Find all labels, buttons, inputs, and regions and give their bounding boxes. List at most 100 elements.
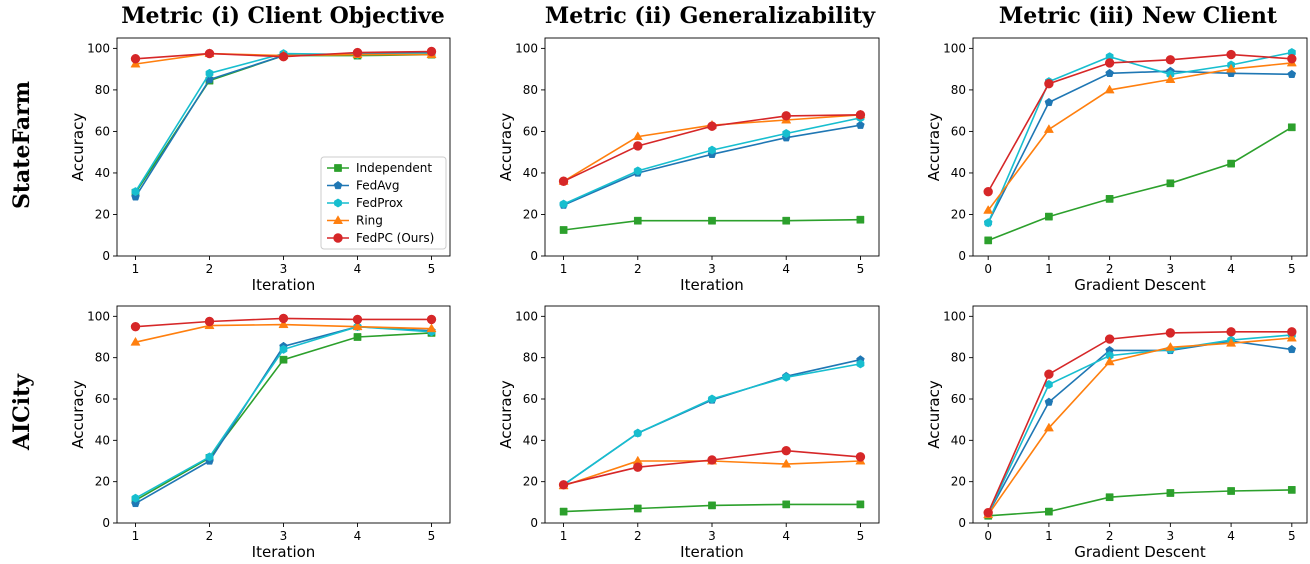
data-point-fedpc-ours [426,46,437,57]
data-point-independent [856,500,865,509]
y-tick-label: 40 [95,166,110,180]
series-line-independent [987,126,1293,242]
data-point-fedpc-ours [1104,334,1115,344]
x-tick-label: 1 [560,529,568,543]
data-point-independent [353,333,362,341]
y-tick-label: 0 [102,516,110,530]
x-tick-label: 5 [857,529,865,543]
data-point-fedavg [856,120,865,129]
legend-marker [333,233,343,243]
data-point-independent [279,355,288,364]
data-point-independent [559,226,568,234]
data-point-fedavg [1105,68,1114,77]
series-line-independent [988,489,1292,517]
data-point-independent [1045,212,1053,221]
legend-marker [333,180,343,190]
data-point-ring [1226,63,1237,73]
data-point-fedpc-ours [130,54,141,64]
data-point-fedpc-ours [633,141,643,151]
chart-panel-2: 0 20 40 60 80 100 1 2 3 4 5 Iteration Accuracy [497,37,880,294]
data-point-independent [1227,159,1235,168]
data-point-independent [708,501,716,510]
x-tick-label: 0 [984,529,992,543]
x-axis-label: Iteration [680,543,744,561]
data-point-fedpc-ours [707,121,717,131]
x-tick-label: 2 [1106,262,1114,276]
data-point-fedprox [984,218,993,228]
data-point-independent [1166,489,1175,497]
y-tick-label: 60 [951,392,966,406]
legend-marker [334,164,342,172]
legend-marker [334,198,342,208]
legend-label: Independent [356,161,432,175]
chart-panel-5: 0 20 40 60 80 100 1 2 3 4 5 Iteration Accuracy [497,305,880,561]
y-tick-label: 20 [523,207,538,221]
data-point-fedpc-ours [855,452,866,462]
data-point-fedpc-ours [352,314,363,325]
data-point-fedprox [205,68,214,78]
series-line-fedavg [563,358,861,486]
legend-label: FedProx [356,196,403,210]
data-point-fedpc-ours [633,462,643,472]
data-point-fedpc-ours [1044,78,1054,89]
x-tick-label: 0 [984,262,992,276]
data-point-fedprox [131,493,140,503]
data-point-fedpc-ours [1165,328,1176,338]
data-point-independent [782,500,791,509]
data-point-fedpc-ours [1226,49,1236,60]
x-tick-label: 2 [634,529,642,543]
data-point-independent [1105,493,1114,502]
x-tick-label: 5 [1288,262,1296,276]
data-point-ring [352,321,363,331]
series-line-fedpc-ours [987,53,1292,192]
data-point-independent [1045,507,1053,516]
data-point-independent [1287,486,1296,494]
y-tick-label: 40 [523,433,538,447]
y-axis-label: Accuracy [497,113,515,182]
data-point-fedpc-ours [1226,327,1236,337]
chart-panel-1: 0 20 40 60 80 100 1 2 3 4 5 Iteration Accuracy Indepe… [69,37,451,294]
y-tick-label: 60 [523,124,538,138]
data-point-fedpc-ours [1287,54,1297,64]
y-tick-label: 80 [951,351,966,365]
y-tick-label: 20 [523,475,538,489]
data-point-fedpc-ours [558,176,569,186]
y-tick-label: 80 [523,351,538,365]
x-tick-label: 3 [1167,262,1175,276]
data-point-ring [1104,356,1115,366]
data-point-fedprox [708,145,716,155]
y-tick-label: 40 [95,433,110,447]
data-point-fedprox [708,394,716,404]
data-point-independent [1105,195,1114,203]
y-tick-label: 80 [95,351,110,365]
row-title-statefarm: StateFarm [9,81,35,209]
y-tick-label: 20 [95,207,110,221]
row-title-aicity: AICity [9,373,35,451]
data-point-independent [1227,487,1235,495]
y-tick-label: 100 [515,309,538,323]
x-tick-label: 4 [1227,262,1235,276]
legend-label: FedAvg [356,179,399,193]
y-tick-label: 20 [951,475,966,489]
data-point-fedpc-ours [1044,369,1054,379]
data-point-fedpc-ours [707,455,717,465]
x-tick-label: 1 [132,529,140,543]
x-tick-label: 2 [206,262,214,276]
plot-frame [972,305,1308,524]
series-line-fedprox [987,334,1292,515]
data-point-ring [632,131,643,141]
data-point-ring [781,458,792,468]
data-point-ring [983,204,994,214]
y-axis-label: Accuracy [925,380,943,449]
series-line-fedprox [987,51,1292,224]
data-point-ring [130,336,141,346]
y-tick-label: 100 [943,41,966,55]
y-tick-label: 80 [951,83,966,97]
series-line-ring [563,460,861,487]
data-point-fedpc-ours [278,51,289,62]
legend-label: Ring [356,214,383,228]
x-tick-label: 1 [1045,529,1053,543]
y-tick-label: 0 [102,249,110,263]
data-point-fedprox [559,199,568,209]
x-tick-label: 3 [1167,529,1175,543]
